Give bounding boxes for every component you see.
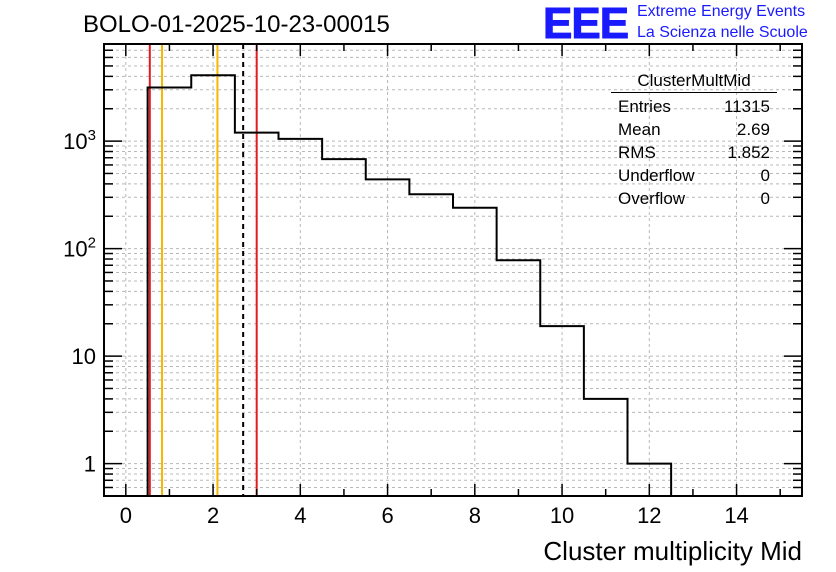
stats-value: 0 bbox=[760, 189, 770, 208]
eee-logo: EEE bbox=[542, 0, 629, 48]
stats-value: 0 bbox=[760, 166, 770, 185]
x-tick-label: 14 bbox=[724, 503, 748, 528]
stats-row-entries: Entries 11315 bbox=[611, 95, 777, 118]
stats-row-rms: RMS 1.852 bbox=[611, 141, 777, 164]
stats-value: 1.852 bbox=[727, 143, 770, 162]
x-tick-label: 10 bbox=[550, 503, 574, 528]
stats-label: RMS bbox=[618, 143, 656, 162]
stats-box: ClusterMultMid Entries 11315 Mean 2.69 R… bbox=[611, 71, 777, 210]
x-tick-label: 6 bbox=[381, 503, 393, 528]
x-tick-label: 0 bbox=[120, 503, 132, 528]
x-axis-label: Cluster multiplicity Mid bbox=[543, 536, 802, 566]
plot-frame bbox=[103, 43, 803, 497]
x-tick-label: 12 bbox=[637, 503, 661, 528]
logo-line-1: Extreme Energy Events bbox=[637, 3, 806, 20]
stats-label: Underflow bbox=[618, 166, 695, 185]
logo-line-2: La Scienza nelle Scuole bbox=[637, 24, 808, 41]
stats-label: Entries bbox=[618, 97, 671, 116]
stats-row-underflow: Underflow 0 bbox=[611, 164, 777, 187]
stats-label: Mean bbox=[618, 120, 661, 139]
stats-row-mean: Mean 2.69 bbox=[611, 118, 777, 141]
y-tick-label: 102 bbox=[63, 235, 96, 262]
stats-row-overflow: Overflow 0 bbox=[611, 187, 777, 210]
x-tick-label: 4 bbox=[294, 503, 306, 528]
stats-value: 11315 bbox=[723, 97, 770, 116]
y-tick-label: 10 bbox=[72, 344, 96, 369]
histogram-outline bbox=[146, 74, 673, 496]
stats-title: ClusterMultMid bbox=[611, 71, 777, 93]
y-tick-label: 1 bbox=[84, 452, 96, 477]
stats-value: 2.69 bbox=[736, 120, 770, 139]
stats-label: Overflow bbox=[618, 189, 686, 208]
plot-title: BOLO-01-2025-10-23-00015 bbox=[83, 11, 390, 38]
y-tick-label: 103 bbox=[63, 127, 96, 154]
x-tick-label: 8 bbox=[469, 503, 481, 528]
x-tick-label: 2 bbox=[207, 503, 219, 528]
